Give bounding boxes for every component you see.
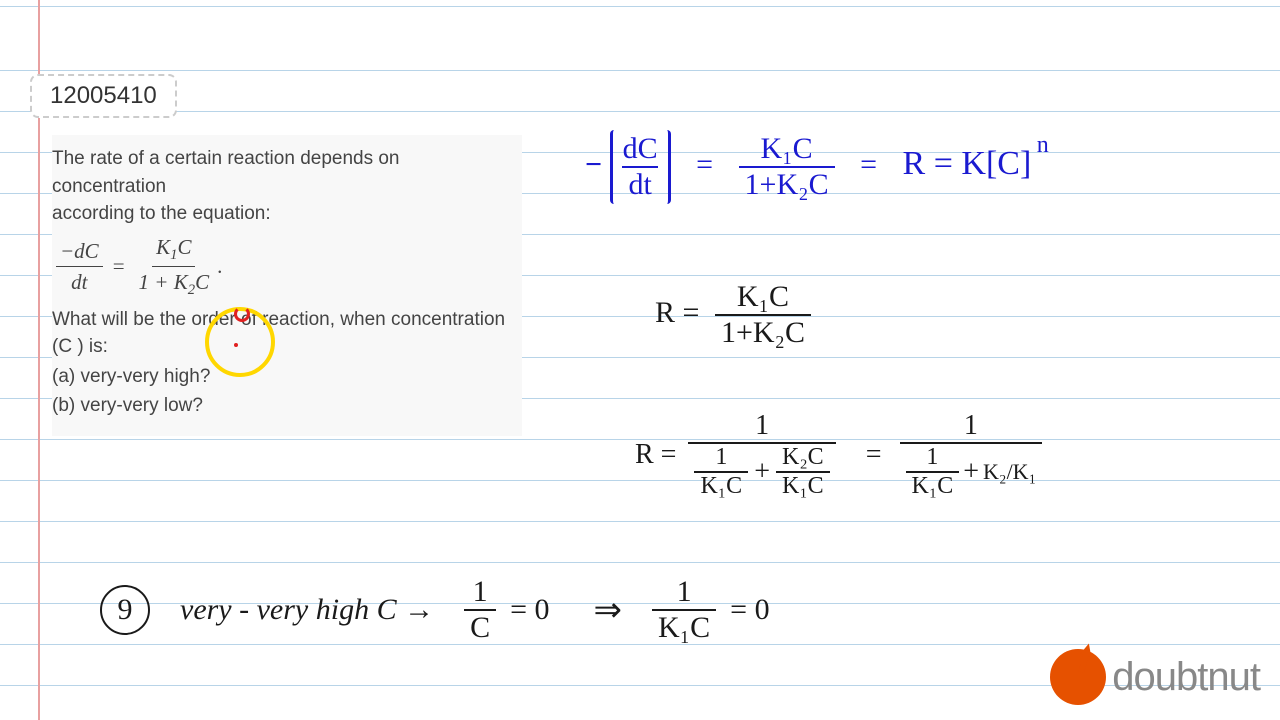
doubtnut-label: doubtnut xyxy=(1112,655,1260,700)
doubtnut-icon xyxy=(1050,649,1106,705)
answer-label-circle: 9 xyxy=(100,585,150,635)
q-equation: −dC dt = K1C 1 + K2C . xyxy=(52,232,514,302)
hw-answer: 9 very - very high C → 1 C = 0 ⇒ 1 K₁C =… xyxy=(100,575,770,645)
q-opt-a: (a) very-very high? xyxy=(52,363,514,391)
q-line4: (C ) is: xyxy=(52,333,514,361)
q-line3: What will be the order of reaction, when… xyxy=(52,306,514,334)
question-text: The rate of a certain reaction depends o… xyxy=(52,135,522,436)
cursor-dot xyxy=(234,343,238,347)
loading-spinner-icon xyxy=(234,306,250,322)
q-line2: according to the equation: xyxy=(52,200,514,228)
hw-eq1: − dC dt = K₁C 1+K₂C = R = K[C] n xyxy=(585,130,1051,204)
hw-eq2: R = K₁C 1+K₂C xyxy=(655,280,811,350)
q-line1: The rate of a certain reaction depends o… xyxy=(52,145,514,200)
q-opt-b: (b) very-very low? xyxy=(52,392,514,420)
question-id: 12005410 xyxy=(30,74,177,118)
hw-eq3: R = 1 1 K₁C + K₂C K₁C = 1 1 K₁C + K₂/K₁ xyxy=(635,410,1042,500)
brand-logo: doubtnut xyxy=(1050,649,1260,705)
